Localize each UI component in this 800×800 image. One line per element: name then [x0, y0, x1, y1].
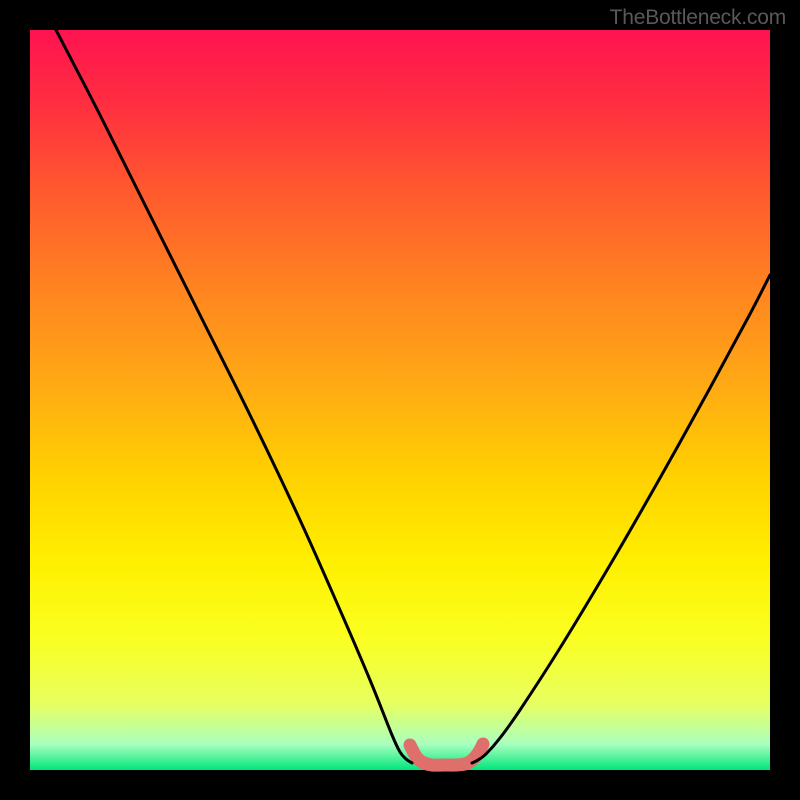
chart-container: TheBottleneck.com: [0, 0, 800, 800]
watermark-text: TheBottleneck.com: [610, 6, 786, 30]
plot-background: [30, 30, 770, 770]
bottleneck-chart: [0, 0, 800, 800]
